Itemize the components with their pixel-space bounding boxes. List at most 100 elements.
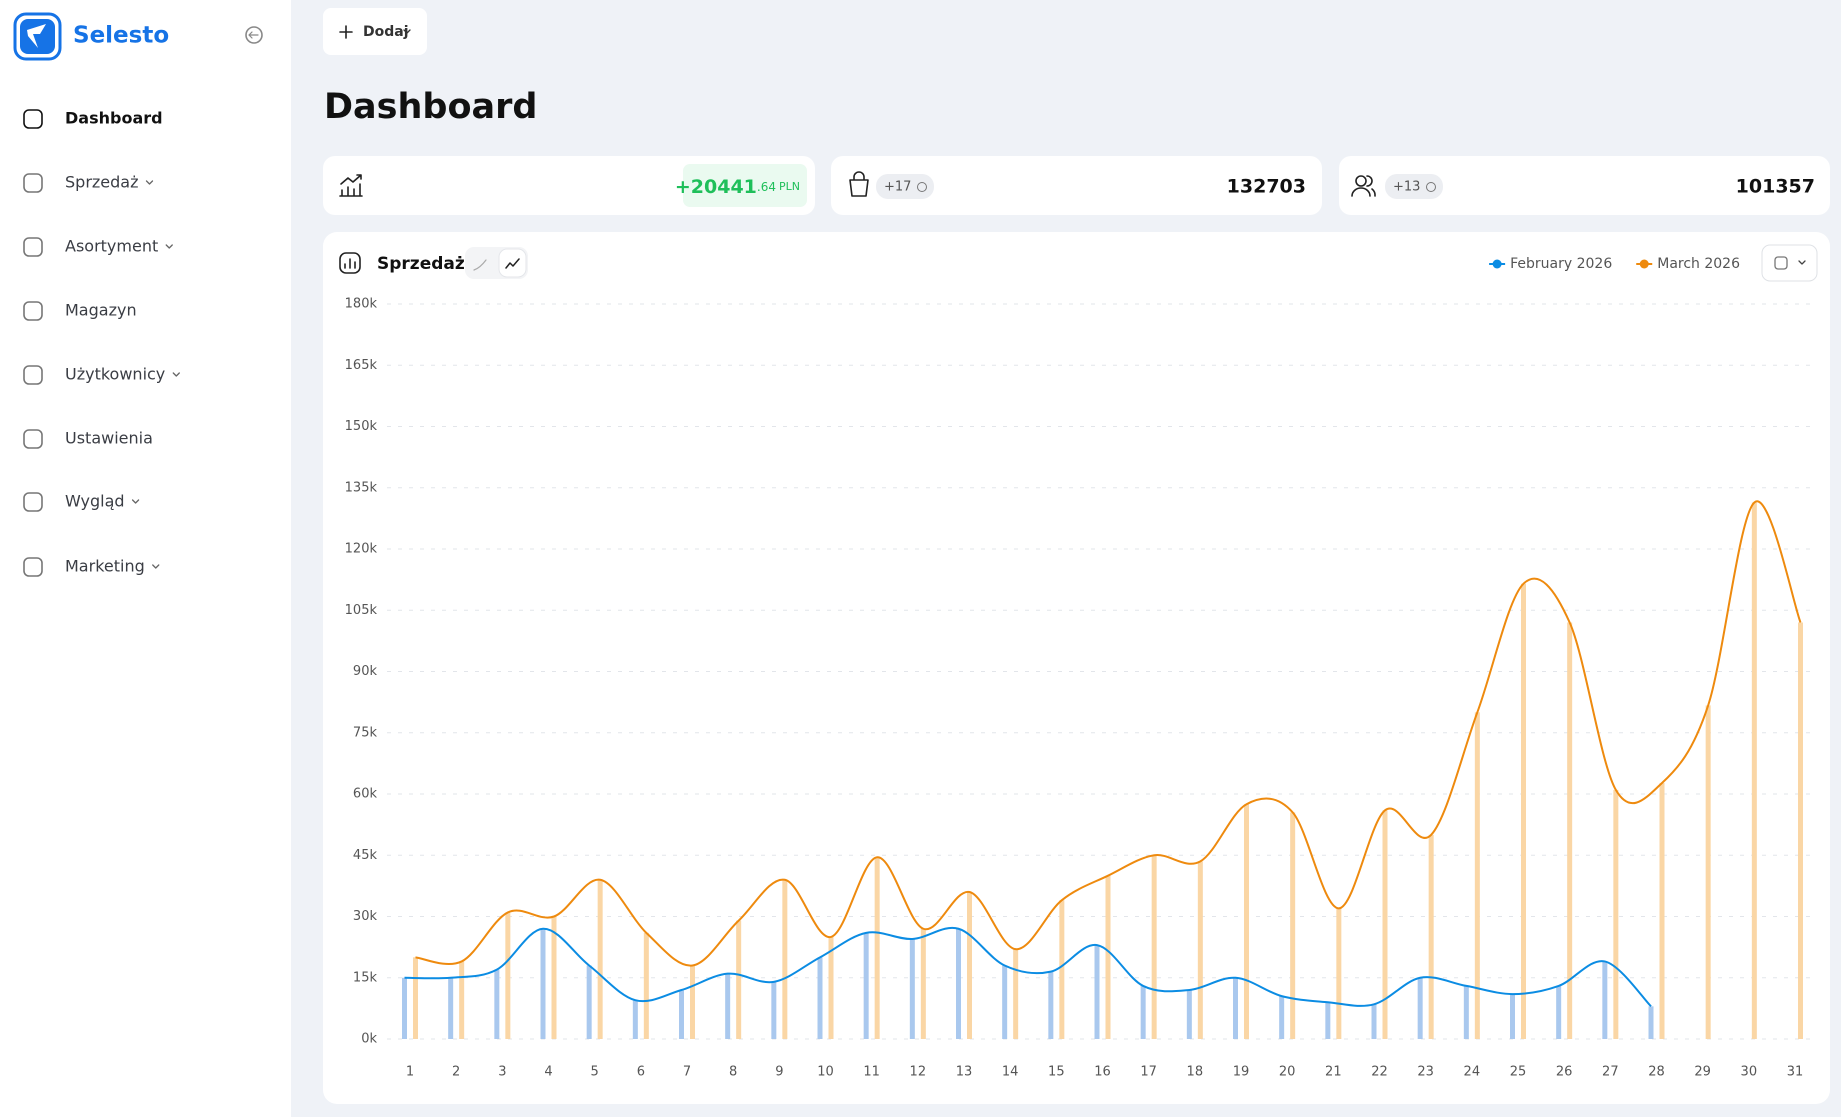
bar bbox=[413, 957, 418, 1039]
series-line bbox=[415, 500, 1802, 967]
bar bbox=[1521, 583, 1526, 1039]
nav-icon bbox=[23, 492, 43, 512]
x-tick-label: 13 bbox=[956, 1065, 973, 1080]
legend-dot bbox=[1639, 259, 1649, 269]
x-tick-label: 28 bbox=[1648, 1065, 1665, 1080]
bar bbox=[679, 990, 684, 1039]
x-tick-label: 2 bbox=[452, 1065, 460, 1080]
nav-chevron bbox=[165, 244, 173, 249]
nav-chevron bbox=[145, 180, 154, 185]
add-button[interactable]: Dodaj bbox=[323, 8, 427, 55]
x-tick-label: 29 bbox=[1694, 1065, 1711, 1080]
bar bbox=[863, 932, 869, 1039]
x-tick-label: 1 bbox=[406, 1065, 414, 1080]
nav-item[interactable]: Dashboard bbox=[23, 109, 163, 129]
bar bbox=[1048, 971, 1054, 1039]
bar bbox=[1751, 502, 1757, 1039]
bar bbox=[1094, 945, 1100, 1039]
x-tick-label: 18 bbox=[1187, 1065, 1204, 1080]
nav-item[interactable]: Użytkownicy bbox=[23, 365, 180, 385]
bar bbox=[1798, 622, 1803, 1039]
y-tick-label: 30k bbox=[353, 909, 378, 924]
orders-icon bbox=[849, 171, 869, 197]
bar bbox=[1567, 622, 1573, 1039]
y-tick-label: 15k bbox=[353, 970, 378, 985]
nav-label: Dashboard bbox=[65, 109, 163, 128]
y-tick-label: 150k bbox=[345, 419, 378, 434]
x-tick-label: 10 bbox=[817, 1065, 834, 1080]
nav-label: Marketing bbox=[65, 557, 145, 576]
users-icon bbox=[1351, 175, 1376, 197]
nav-icon bbox=[23, 237, 43, 257]
bar bbox=[956, 928, 961, 1039]
y-tick-label: 0k bbox=[361, 1032, 377, 1047]
x-tick-label: 7 bbox=[683, 1065, 691, 1080]
x-tick-label: 5 bbox=[591, 1065, 599, 1080]
bar bbox=[1371, 1004, 1377, 1039]
y-tick-label: 180k bbox=[345, 297, 378, 312]
nav-icon bbox=[23, 301, 43, 321]
bar bbox=[1233, 977, 1238, 1039]
y-tick-label: 135k bbox=[345, 480, 378, 495]
bar bbox=[1244, 804, 1249, 1039]
legend-label: February 2026 bbox=[1510, 256, 1612, 272]
x-tick-label: 16 bbox=[1094, 1065, 1111, 1080]
x-tick-label: 17 bbox=[1140, 1065, 1157, 1080]
x-tick-label: 3 bbox=[498, 1065, 506, 1080]
bar bbox=[1474, 712, 1480, 1039]
y-tick-label: 45k bbox=[353, 848, 378, 863]
stat-card bbox=[831, 156, 1322, 215]
legend-item[interactable]: March 2026 bbox=[1636, 256, 1740, 272]
x-tick-label: 6 bbox=[637, 1065, 645, 1080]
nav-item[interactable]: Marketing bbox=[23, 557, 160, 577]
bar bbox=[920, 928, 926, 1039]
bar bbox=[1151, 855, 1157, 1039]
y-tick-label: 75k bbox=[353, 725, 378, 740]
nav-item[interactable]: Sprzedaż bbox=[23, 173, 154, 193]
bar bbox=[1140, 985, 1146, 1039]
bar bbox=[1186, 990, 1192, 1039]
chart-mode-toggle[interactable] bbox=[465, 247, 528, 279]
logo[interactable] bbox=[13, 12, 62, 61]
x-tick-label: 22 bbox=[1371, 1065, 1388, 1080]
bar bbox=[817, 957, 823, 1039]
bar bbox=[1105, 875, 1111, 1039]
nav-icon bbox=[23, 365, 43, 385]
x-tick-label: 24 bbox=[1464, 1065, 1481, 1080]
bar bbox=[1417, 977, 1423, 1039]
users-badge bbox=[1385, 174, 1443, 199]
users-badge-text: +13 bbox=[1393, 180, 1420, 195]
y-tick-label: 90k bbox=[353, 664, 378, 679]
bar bbox=[736, 920, 742, 1039]
bar bbox=[448, 977, 454, 1039]
bar bbox=[1613, 789, 1619, 1039]
nav-label: Asortyment bbox=[65, 237, 158, 256]
chart-title: Sprzedaż bbox=[377, 254, 465, 274]
legend-dot bbox=[1492, 259, 1502, 269]
users-value: 101357 bbox=[1736, 176, 1815, 198]
add-label: Dodaj bbox=[363, 24, 409, 40]
collapse-button[interactable] bbox=[245, 26, 263, 44]
nav-item[interactable]: Magazyn bbox=[23, 301, 137, 321]
bar bbox=[551, 916, 557, 1039]
bar bbox=[1648, 1006, 1654, 1039]
nav-item[interactable]: Wygląd bbox=[23, 492, 140, 512]
date-picker-button[interactable] bbox=[1761, 244, 1818, 282]
nav-label: Magazyn bbox=[65, 301, 137, 320]
nav-item[interactable]: Asortyment bbox=[23, 237, 173, 257]
bar bbox=[1659, 782, 1665, 1039]
bar bbox=[1279, 996, 1285, 1039]
brand: Selesto bbox=[73, 23, 169, 49]
x-tick-label: 4 bbox=[544, 1065, 552, 1080]
bar bbox=[1325, 1002, 1331, 1039]
bar bbox=[1556, 985, 1562, 1039]
x-tick-label: 27 bbox=[1602, 1065, 1619, 1080]
revenue-icon bbox=[339, 174, 363, 197]
bar bbox=[1336, 908, 1342, 1039]
page-title: Dashboard bbox=[324, 87, 537, 127]
legend-item[interactable]: February 2026 bbox=[1489, 256, 1612, 272]
x-tick-label: 25 bbox=[1510, 1065, 1527, 1080]
bar bbox=[505, 912, 511, 1039]
nav-item[interactable]: Ustawienia bbox=[23, 429, 153, 449]
